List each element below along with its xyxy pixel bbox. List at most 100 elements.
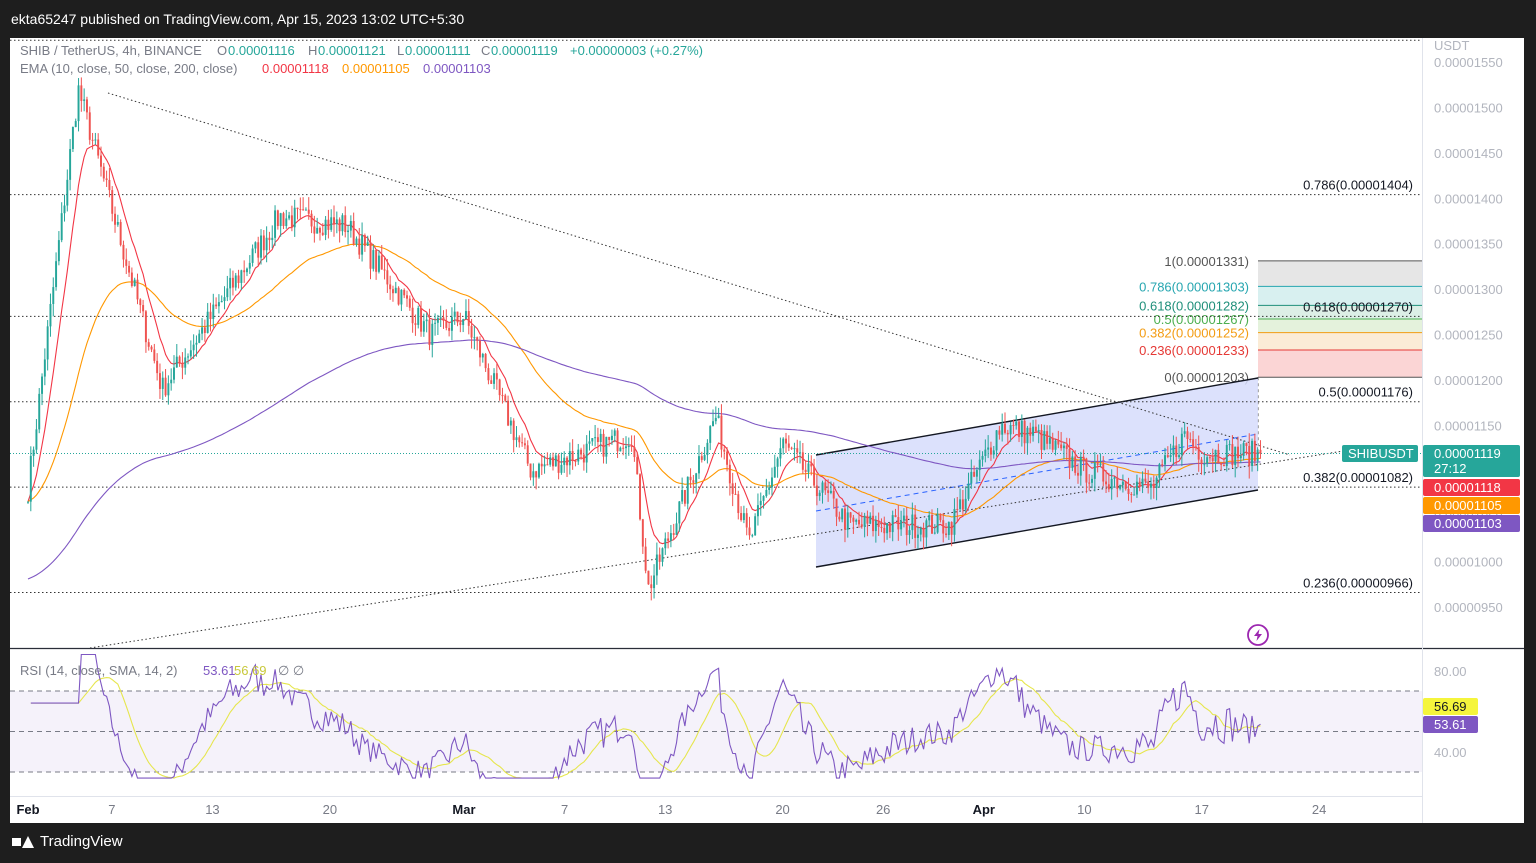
candle-body xyxy=(773,466,776,478)
candle-body xyxy=(246,268,248,273)
candle-body xyxy=(515,437,518,441)
candle-body xyxy=(175,356,178,368)
candle-body xyxy=(1180,433,1183,456)
candle-body xyxy=(167,383,170,396)
fib-right-zone xyxy=(1258,305,1422,320)
candle-body xyxy=(257,242,260,258)
candle-body xyxy=(344,215,347,233)
legend-ema-label: EMA (10, close, 50, close, 200, close) xyxy=(20,61,238,76)
footer-bar xyxy=(0,823,1536,863)
candle-body xyxy=(925,520,928,538)
candle-body xyxy=(737,494,740,514)
candle-body xyxy=(304,209,307,211)
price-axis[interactable]: USDT 0.00001550 0.00001500 0.00001450 0.0000… xyxy=(1342,38,1520,615)
candle-body xyxy=(1183,431,1186,434)
candle-body xyxy=(714,417,717,422)
time-tick: 7 xyxy=(108,802,115,817)
candle-body xyxy=(641,519,644,547)
candle-body xyxy=(894,515,897,518)
time-axis[interactable]: Feb 7 13 20 Mar 7 13 20 26 Apr 10 17 24 xyxy=(10,796,1422,823)
rsi-sma-tag: 56.69 xyxy=(1434,699,1467,714)
candle-body xyxy=(692,480,695,483)
candle-body xyxy=(1074,456,1077,473)
candle-body xyxy=(144,311,147,343)
candle-body xyxy=(1040,429,1043,450)
candle-body xyxy=(518,437,521,443)
candle-body xyxy=(355,238,358,245)
candle-body xyxy=(122,244,125,260)
main-pane[interactable] xyxy=(10,38,1524,823)
candle-body xyxy=(442,317,445,321)
price-tick: 0.00001400 xyxy=(1434,191,1503,206)
time-tick: 13 xyxy=(205,802,219,817)
candle-body xyxy=(838,516,841,520)
candle-body xyxy=(970,471,973,484)
tradingview-brand: TradingView xyxy=(40,833,123,850)
candle-body xyxy=(751,535,754,537)
candle-body xyxy=(978,459,981,471)
fib-retracement-right[interactable]: 1(0.00001331) 0.786(0.00001303) 0.618(0.00… xyxy=(1139,254,1422,462)
lightning-icon[interactable] xyxy=(1247,624,1269,646)
candle-body xyxy=(916,534,919,538)
candle-body xyxy=(866,515,869,524)
candle-body xyxy=(181,362,184,368)
candle-body xyxy=(843,508,846,530)
candle-body xyxy=(661,548,664,562)
channel-top-line xyxy=(815,377,1259,456)
time-tick: 13 xyxy=(658,802,672,817)
candle-body xyxy=(102,166,105,179)
candle-body xyxy=(686,476,689,504)
candle-body xyxy=(189,350,192,357)
candle-body xyxy=(860,524,863,527)
candle-body xyxy=(114,213,117,225)
tradingview-logo[interactable]: TradingView xyxy=(12,833,123,850)
candle-body xyxy=(807,463,810,472)
candle-body xyxy=(316,227,319,234)
fib-right-zone xyxy=(1258,332,1422,350)
candle-body xyxy=(100,155,102,167)
candle-body xyxy=(1015,421,1018,426)
candle-body xyxy=(467,311,470,326)
candle-body xyxy=(389,284,392,290)
candle-body xyxy=(723,449,726,452)
candle-body xyxy=(529,463,532,478)
candle-body xyxy=(863,515,866,527)
candle-body xyxy=(383,269,386,271)
candle-body xyxy=(608,436,611,440)
legend-rsi-extra: ∅ ∅ xyxy=(278,663,304,678)
candle-body xyxy=(403,289,406,296)
candle-body xyxy=(1149,483,1152,488)
candle-body xyxy=(796,448,799,453)
legend-high: 0.00001121 xyxy=(318,43,386,58)
fib-retracement-left[interactable]: 1(0.00001574) 0.786(0.00001404) 0.618(0.00… xyxy=(10,23,1422,593)
candle-body xyxy=(728,464,731,484)
time-tick: 17 xyxy=(1195,802,1209,817)
candle-body xyxy=(260,235,262,258)
candle-body xyxy=(846,512,849,530)
candle-body xyxy=(85,99,88,113)
candle-body xyxy=(821,482,824,493)
candle-body xyxy=(588,441,591,444)
candle-body xyxy=(1099,463,1102,465)
candle-body xyxy=(302,209,305,211)
candle-body xyxy=(296,207,299,210)
candle-body xyxy=(1020,420,1023,437)
candle-body xyxy=(476,337,479,341)
candle-body xyxy=(408,298,411,308)
candle-body xyxy=(1197,446,1200,460)
candle-body xyxy=(74,121,77,128)
candle-body xyxy=(347,230,350,233)
candle-body xyxy=(1004,423,1006,433)
candle-body xyxy=(321,232,324,235)
candle-body xyxy=(683,490,686,504)
candle-body xyxy=(610,435,613,440)
candle-body xyxy=(953,508,956,535)
legend-rsi: 53.61 xyxy=(203,663,236,678)
candle-body xyxy=(414,323,417,325)
ticker-label-bg xyxy=(1342,445,1418,462)
triangle-trendlines[interactable] xyxy=(10,92,1422,648)
candle-body xyxy=(902,515,905,521)
candle-body xyxy=(248,262,251,269)
